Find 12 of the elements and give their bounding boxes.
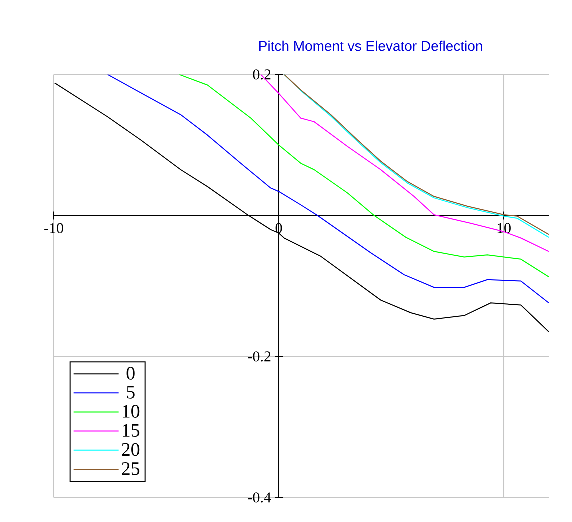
chart-title: Pitch Moment vs Elevator Deflection bbox=[260, 40, 482, 52]
legend-label: 10 bbox=[123, 405, 140, 418]
legend-label: 15 bbox=[123, 424, 140, 438]
x-tick-label: 10 bbox=[498, 223, 511, 234]
y-tick-label: -0.4 bbox=[248, 492, 272, 503]
y-tick-label: 0.2 bbox=[253, 70, 271, 80]
y-tick-label: -0.2 bbox=[248, 352, 271, 362]
legend-label: 5 bbox=[127, 386, 135, 399]
legend-label: 0 bbox=[126, 367, 135, 380]
x-tick-label: -10 bbox=[44, 223, 64, 234]
legend-label: 25 bbox=[122, 462, 140, 476]
legend-label: 20 bbox=[122, 443, 140, 456]
